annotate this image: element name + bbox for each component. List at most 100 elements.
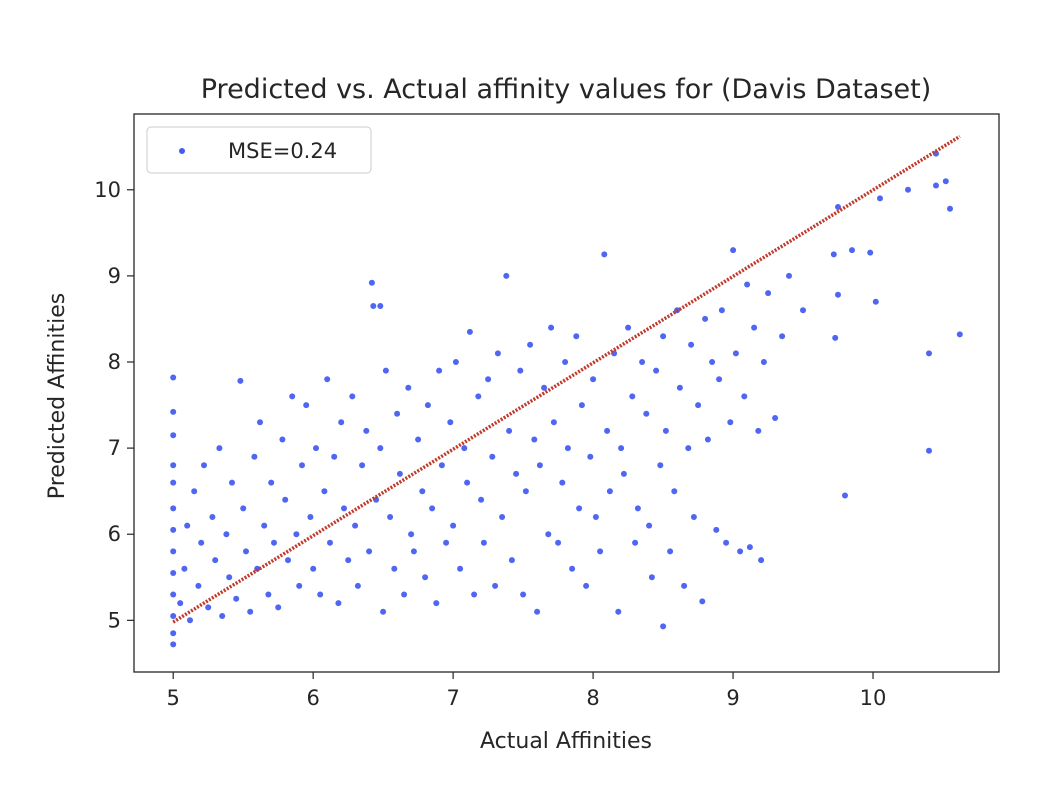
data-point-149 [646,522,653,529]
data-point-183 [760,359,767,365]
data-point-171 [718,307,725,314]
data-point-179 [746,544,753,551]
data-point-43 [282,496,289,503]
data-point-83 [415,436,422,443]
data-point-138 [606,488,613,495]
data-point-81 [408,531,415,538]
data-point-168 [709,359,716,365]
data-point-45 [289,393,296,400]
data-point-155 [662,427,669,434]
data-point-36 [257,419,263,426]
data-point-42 [279,436,286,443]
x-axis-label: Actual Affinities [480,729,652,754]
data-point-55 [324,376,331,383]
data-point-52 [313,445,319,452]
data-point-91 [443,539,450,546]
data-point-77 [394,410,401,417]
data-point-82 [410,548,417,555]
data-point-54 [321,488,328,495]
data-point-170 [716,376,723,383]
data-point-141 [618,445,625,452]
data-point-9 [170,462,177,469]
data-point-113 [520,591,527,598]
data-point-133 [590,376,597,383]
data-point-135 [597,548,604,555]
data-point-150 [648,574,655,581]
data-point-178 [744,281,751,288]
data-point-94 [452,359,459,365]
data-point-33 [247,608,254,615]
data-point-154 [660,623,667,630]
data-point-148 [643,410,650,417]
data-point-10 [170,432,177,439]
data-point-88 [433,600,440,607]
data-point-160 [681,582,688,589]
data-point-204 [947,205,953,212]
x-tick-label-10: 10 [860,686,887,710]
data-point-197 [877,195,883,202]
data-point-186 [779,333,786,340]
data-point-97 [464,479,471,486]
data-point-27 [226,574,233,581]
data-point-123 [555,539,562,546]
data-point-175 [732,350,739,357]
data-point-60 [341,505,347,512]
data-point-146 [634,505,641,512]
data-point-159 [676,384,683,391]
x-tick-label-7: 7 [446,686,459,710]
data-point-51 [310,565,317,572]
data-point-74 [382,367,389,374]
data-point-59 [338,419,345,426]
data-point-73 [380,608,387,615]
data-point-85 [422,574,429,581]
data-point-163 [690,514,697,520]
data-point-103 [485,376,492,383]
data-point-173 [727,419,734,426]
data-point-84 [419,488,426,495]
data-point-25 [219,613,226,619]
data-point-191 [835,291,841,298]
data-point-13 [177,600,184,607]
data-point-92 [447,419,454,426]
data-point-39 [268,479,275,486]
data-point-24 [216,445,223,452]
data-point-23 [212,557,219,564]
data-point-147 [639,359,646,365]
data-point-21 [205,604,212,611]
data-point-132 [587,453,594,460]
data-point-199 [926,350,932,357]
x-tick-label-5: 5 [167,686,180,710]
data-point-145 [632,539,639,546]
data-point-65 [359,462,366,469]
data-point-34 [251,453,258,460]
data-point-144 [629,393,636,400]
data-point-67 [366,548,373,555]
data-point-15 [184,522,191,529]
data-point-174 [730,247,737,254]
data-point-198 [905,186,911,193]
data-point-115 [527,341,534,348]
data-point-117 [534,608,541,615]
data-point-172 [723,539,730,546]
data-point-64 [354,582,361,589]
data-point-156 [667,548,674,555]
x-tick-label-6: 6 [306,686,319,710]
data-point-72 [377,445,384,452]
data-point-137 [604,427,611,434]
data-point-37 [261,522,268,529]
data-point-26 [223,531,230,538]
data-point-22 [209,514,216,520]
data-point-205 [956,331,963,338]
data-point-166 [702,315,709,322]
data-point-164 [695,402,702,409]
data-point-8 [170,479,177,486]
data-point-96 [461,445,468,452]
data-point-87 [429,505,436,512]
data-point-79 [401,591,408,598]
data-point-102 [480,539,487,546]
data-point-99 [471,591,478,598]
data-point-75 [387,514,394,520]
data-point-136 [601,251,608,258]
data-point-169 [713,526,720,533]
data-point-151 [653,367,660,374]
